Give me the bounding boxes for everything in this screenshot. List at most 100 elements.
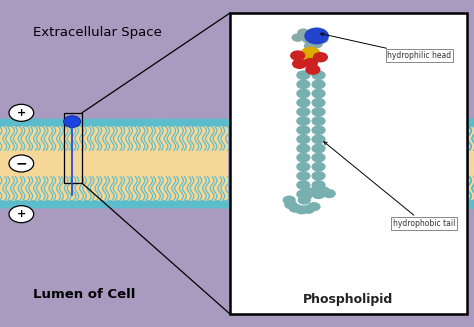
Circle shape: [0, 118, 9, 127]
Circle shape: [313, 52, 328, 62]
Circle shape: [181, 118, 193, 127]
Circle shape: [58, 200, 70, 209]
Circle shape: [296, 162, 310, 172]
Circle shape: [211, 118, 224, 127]
Circle shape: [296, 70, 310, 80]
Circle shape: [298, 196, 311, 205]
Circle shape: [304, 187, 317, 197]
Circle shape: [104, 200, 116, 209]
Circle shape: [465, 118, 474, 127]
Circle shape: [65, 200, 78, 209]
Circle shape: [296, 116, 310, 126]
Circle shape: [211, 200, 224, 209]
Circle shape: [317, 186, 330, 196]
Circle shape: [111, 200, 124, 209]
Circle shape: [104, 118, 116, 127]
Circle shape: [135, 200, 147, 209]
Circle shape: [157, 118, 170, 127]
Circle shape: [157, 200, 170, 209]
Circle shape: [119, 200, 131, 209]
Circle shape: [304, 42, 316, 50]
Circle shape: [311, 125, 326, 135]
Circle shape: [316, 35, 328, 43]
Circle shape: [311, 89, 326, 98]
Circle shape: [42, 118, 55, 127]
Circle shape: [310, 40, 323, 48]
Circle shape: [322, 189, 336, 198]
Circle shape: [65, 118, 78, 127]
Circle shape: [290, 50, 305, 61]
Circle shape: [50, 200, 62, 209]
Circle shape: [196, 118, 208, 127]
Circle shape: [142, 118, 155, 127]
Circle shape: [81, 200, 93, 209]
Circle shape: [73, 200, 85, 209]
Circle shape: [173, 200, 185, 209]
Circle shape: [292, 33, 304, 42]
Circle shape: [111, 118, 124, 127]
Circle shape: [465, 118, 474, 127]
Circle shape: [310, 186, 323, 195]
Circle shape: [296, 79, 310, 89]
Circle shape: [58, 118, 70, 127]
Circle shape: [35, 118, 47, 127]
Circle shape: [300, 47, 321, 61]
Bar: [230, 13, 467, 314]
Circle shape: [296, 189, 310, 199]
Circle shape: [9, 155, 34, 172]
Circle shape: [311, 79, 326, 89]
Text: +: +: [17, 108, 26, 118]
Circle shape: [296, 89, 310, 98]
Circle shape: [311, 116, 326, 126]
Circle shape: [9, 104, 34, 121]
Circle shape: [311, 180, 326, 190]
Circle shape: [296, 134, 310, 144]
Circle shape: [64, 116, 81, 128]
Circle shape: [465, 200, 474, 209]
Text: hydrophilic head: hydrophilic head: [320, 33, 452, 60]
Circle shape: [297, 28, 310, 37]
Circle shape: [465, 118, 474, 127]
Circle shape: [142, 200, 155, 209]
Circle shape: [127, 200, 139, 209]
Circle shape: [204, 118, 216, 127]
Text: −: −: [16, 157, 27, 170]
Circle shape: [81, 118, 93, 127]
Circle shape: [150, 200, 162, 209]
Circle shape: [165, 200, 178, 209]
Circle shape: [188, 200, 201, 209]
Circle shape: [181, 200, 193, 209]
Circle shape: [289, 204, 302, 213]
Circle shape: [196, 200, 208, 209]
Circle shape: [127, 118, 139, 127]
Circle shape: [88, 200, 100, 209]
Circle shape: [307, 202, 320, 211]
Circle shape: [9, 206, 34, 223]
Circle shape: [0, 200, 9, 209]
Circle shape: [465, 118, 474, 127]
Circle shape: [4, 118, 16, 127]
Text: Lumen of Cell: Lumen of Cell: [33, 288, 136, 301]
Circle shape: [150, 118, 162, 127]
Circle shape: [302, 205, 315, 214]
Bar: [64, 113, 82, 183]
Circle shape: [296, 180, 310, 190]
Circle shape: [465, 200, 474, 209]
Text: Extracellular Space: Extracellular Space: [33, 26, 162, 39]
Circle shape: [219, 200, 231, 209]
Circle shape: [27, 200, 39, 209]
Circle shape: [50, 118, 62, 127]
Circle shape: [311, 162, 326, 172]
Circle shape: [465, 200, 474, 209]
Circle shape: [465, 200, 474, 209]
Circle shape: [135, 118, 147, 127]
Circle shape: [465, 118, 474, 127]
Circle shape: [35, 200, 47, 209]
Circle shape: [165, 118, 178, 127]
Circle shape: [311, 98, 326, 108]
Circle shape: [465, 200, 474, 209]
Bar: [0, 119, 228, 208]
Circle shape: [465, 118, 474, 127]
Circle shape: [88, 118, 100, 127]
Circle shape: [311, 153, 326, 163]
